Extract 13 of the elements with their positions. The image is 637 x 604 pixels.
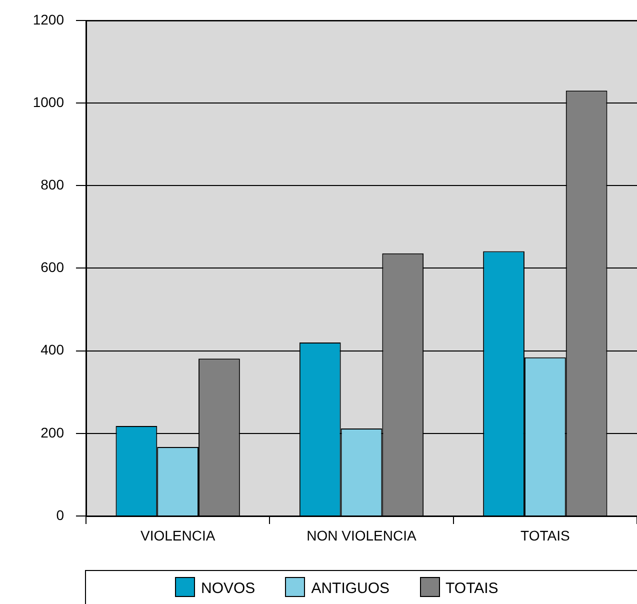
- legend-label: NOVOS: [201, 580, 256, 597]
- y-tick-label: 1200: [32, 11, 64, 28]
- y-tick-label: 800: [40, 176, 64, 192]
- y-tick-label: 1000: [32, 94, 64, 110]
- y-tick-label: 200: [40, 424, 64, 440]
- x-tick-label: VIOLENCIA: [140, 527, 216, 544]
- y-tick-label: 0: [56, 506, 64, 523]
- y-tick-label: 400: [40, 342, 64, 358]
- legend-label: TOTAIS: [446, 580, 498, 597]
- legend-label: ANTIGUOS: [311, 580, 390, 597]
- x-tick-label: TOTAIS: [520, 527, 570, 544]
- x-tick-label: NON VIOLENCIA: [306, 527, 417, 544]
- y-tick-label: 600: [40, 259, 64, 276]
